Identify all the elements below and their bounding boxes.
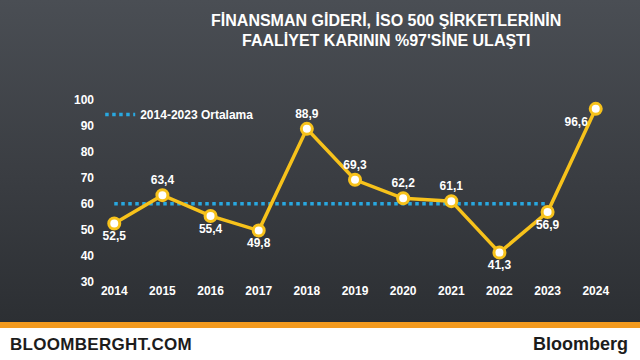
svg-text:100: 100	[74, 93, 94, 107]
svg-text:49,8: 49,8	[247, 236, 271, 250]
svg-text:88,9: 88,9	[295, 107, 319, 121]
html-text:BLOOMBERGHT.COM: BLOOMBERGHT.COM	[10, 335, 192, 354]
svg-text:52,5: 52,5	[103, 229, 127, 243]
svg-text:2014-2023 Ortalama: 2014-2023 Ortalama	[140, 108, 253, 122]
html-text:Bloomberg: Bloomberg	[533, 334, 628, 354]
svg-text:55,4: 55,4	[199, 222, 223, 236]
svg-text:FİNANSMAN GİDERİ, İSO 500 ŞİRK: FİNANSMAN GİDERİ, İSO 500 ŞİRKETLERİNİNF…	[211, 12, 561, 50]
svg-text:2018: 2018	[293, 284, 320, 298]
svg-text:2021: 2021	[438, 284, 465, 298]
svg-text:2014: 2014	[101, 284, 128, 298]
svg-text:41,3: 41,3	[488, 258, 512, 272]
svg-text:62,2: 62,2	[391, 176, 415, 190]
svg-text:96,6: 96,6	[565, 115, 589, 129]
svg-text:2017: 2017	[245, 284, 272, 298]
svg-text:80: 80	[81, 145, 95, 159]
svg-text:70: 70	[81, 171, 95, 185]
svg-text:50: 50	[81, 223, 95, 237]
svg-text:30: 30	[81, 275, 95, 289]
svg-text:90: 90	[81, 119, 95, 133]
svg-text:2024: 2024	[582, 284, 609, 298]
svg-text:2019: 2019	[342, 284, 369, 298]
svg-text:2020: 2020	[390, 284, 417, 298]
svg-text:60: 60	[81, 197, 95, 211]
svg-text:69,3: 69,3	[343, 158, 367, 172]
svg-text:2022: 2022	[486, 284, 513, 298]
svg-text:63,4: 63,4	[151, 173, 175, 187]
svg-text:56,9: 56,9	[536, 218, 560, 232]
svg-text:2023: 2023	[534, 284, 561, 298]
svg-text:61,1: 61,1	[440, 179, 464, 193]
svg-text:2016: 2016	[197, 284, 224, 298]
svg-text:2015: 2015	[149, 284, 176, 298]
svg-text:40: 40	[81, 249, 95, 263]
